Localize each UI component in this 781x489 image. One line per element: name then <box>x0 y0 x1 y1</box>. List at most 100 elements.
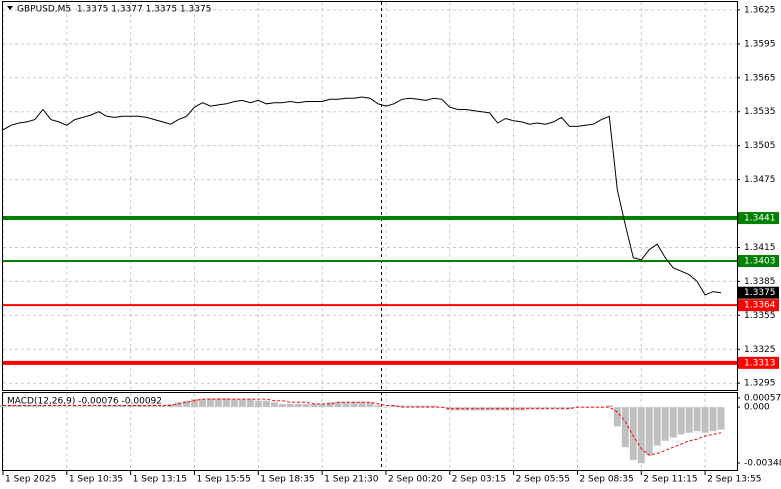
symbol-menu-icon[interactable] <box>7 6 13 10</box>
histogram-bar <box>526 407 534 409</box>
histogram-bar <box>310 403 318 408</box>
histogram-bar <box>398 405 406 408</box>
histogram-bar <box>534 407 542 409</box>
histogram-bar <box>230 399 238 408</box>
histogram-bar <box>446 407 454 411</box>
x-tick-label: 2 Sep 13:55 <box>707 475 761 485</box>
histogram-bar <box>246 399 254 408</box>
x-tick-label: 2 Sep 08:35 <box>579 475 633 485</box>
histogram-bar <box>350 402 358 408</box>
histogram-bar <box>302 403 310 408</box>
histogram-bar <box>31 405 39 408</box>
chart-title: GBPUSD,M5 1.3375 1.3377 1.3375 1.3375 <box>17 5 211 15</box>
histogram-bar <box>326 402 334 408</box>
histogram-bar <box>175 402 183 408</box>
histogram-bar <box>342 402 350 408</box>
y-tick-label: 1.3535 <box>744 107 776 117</box>
price-panel-frame <box>2 1 738 391</box>
histogram-bar <box>39 405 47 408</box>
x-tick-label: 2 Sep 03:15 <box>452 475 506 485</box>
level-label: 1.3403 <box>744 257 776 267</box>
price-line <box>2 96 722 296</box>
histogram-bar <box>502 407 510 411</box>
histogram-bar <box>462 407 470 411</box>
histogram-bar <box>557 407 565 409</box>
y-tick-label: 1.3505 <box>744 141 776 151</box>
histogram-bar <box>55 406 63 408</box>
histogram-bar <box>565 407 573 409</box>
histogram-bar <box>677 407 685 435</box>
histogram-bar <box>486 407 494 411</box>
histogram-bar <box>238 399 246 408</box>
y-tick-label: 1.3385 <box>744 277 776 287</box>
x-tick-label: 2 Sep 00:20 <box>388 475 443 485</box>
histogram-bar <box>15 405 23 408</box>
x-tick-label: 1 Sep 10:35 <box>69 475 123 485</box>
histogram-bar <box>366 402 374 408</box>
histogram-bar <box>406 405 414 408</box>
y-tick-label: 1.3415 <box>744 243 776 253</box>
histogram-bar <box>693 407 701 432</box>
histogram-bar <box>71 406 79 408</box>
x-tick-label: 1 Sep 15:55 <box>196 475 250 485</box>
last-price-label: 1.3375 <box>744 288 776 298</box>
histogram-bar <box>613 407 621 427</box>
level-label: 1.3313 <box>744 358 776 368</box>
histogram-bar <box>294 403 302 408</box>
level-label-box <box>738 255 779 268</box>
level-label-box <box>738 299 779 312</box>
level-label-box <box>738 356 779 369</box>
level-label: 1.3441 <box>744 214 776 224</box>
histogram-bar <box>621 407 629 448</box>
histogram-bar <box>159 405 167 408</box>
histogram-bar <box>103 405 111 408</box>
last-price-box <box>738 286 779 299</box>
histogram-bar <box>87 406 95 408</box>
histogram-bar <box>214 398 222 408</box>
histogram-bar <box>111 405 119 408</box>
histogram-bar <box>334 402 342 408</box>
level-label-box <box>738 212 779 225</box>
histogram-bar <box>135 405 143 408</box>
histogram-bar <box>143 405 151 408</box>
histogram-bar <box>390 405 398 408</box>
histogram-bar <box>605 405 613 408</box>
histogram-bar <box>645 407 653 456</box>
histogram-bar <box>23 405 31 408</box>
histogram-bar <box>542 407 550 409</box>
histogram-bar <box>669 407 677 438</box>
histogram-bar <box>63 406 71 408</box>
y-tick-label: 1.3325 <box>744 345 776 355</box>
histogram-bar <box>278 403 286 408</box>
macd-panel-frame <box>2 392 738 471</box>
histogram-bar <box>358 402 366 408</box>
histogram-bar <box>685 407 693 433</box>
x-tick-label: 2 Sep 05:55 <box>516 475 570 485</box>
histogram-bar <box>183 400 190 408</box>
histogram-bar <box>374 405 382 408</box>
y-tick-label: 1.3295 <box>744 379 776 389</box>
histogram-bar <box>127 405 135 408</box>
histogram-bar <box>550 407 557 409</box>
x-tick-label: 1 Sep 18:35 <box>260 475 314 485</box>
histogram-bar <box>190 399 198 408</box>
histogram-bar <box>0 405 7 408</box>
x-tick-label: 1 Sep 2025 <box>5 475 56 485</box>
histogram-bar <box>430 405 438 408</box>
price-line <box>3 398 722 456</box>
histogram-bar <box>47 406 55 408</box>
histogram-bar <box>581 407 589 408</box>
x-tick-label: 1 Sep 13:15 <box>133 475 187 485</box>
y-tick-label: 1.3355 <box>744 311 776 321</box>
histogram-bar <box>653 407 661 446</box>
histogram-bar <box>709 407 717 432</box>
histogram-bar <box>95 406 103 408</box>
histogram-bar <box>414 405 422 408</box>
histogram-bar <box>286 403 294 408</box>
histogram-bar <box>198 399 206 408</box>
x-tick-label: 1 Sep 21:30 <box>324 475 379 485</box>
histogram-bar <box>79 406 87 408</box>
histogram-bar <box>270 402 278 408</box>
y-tick-label: 1.3595 <box>744 39 776 49</box>
indicator-title: MACD(12,26,9) -0.00076 -0.00092 <box>7 397 162 407</box>
